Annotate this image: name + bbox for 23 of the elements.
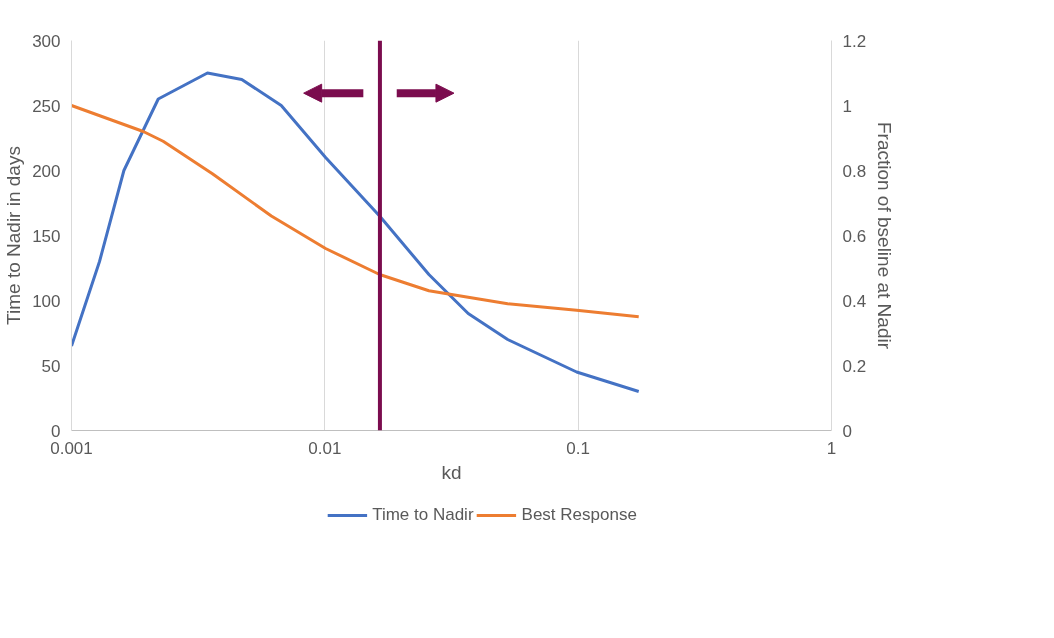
x-tick-label: 0.001 (50, 438, 93, 458)
y-tick-label: 250 (32, 96, 61, 116)
legend-label: Best Response (521, 505, 637, 525)
x-tick-label: 0.1 (566, 438, 590, 458)
y2-tick-label: 1.2 (842, 31, 867, 51)
y2-tick-label: 0.8 (842, 161, 867, 181)
y2-tick-label: 1 (842, 96, 852, 116)
y2-tick-label: 0 (842, 421, 852, 441)
x-tick-label: 1 (826, 438, 837, 458)
y2-tick-label: 0.4 (842, 291, 867, 311)
y-tick-label: 0 (51, 421, 61, 441)
y-tick-label: 50 (41, 356, 61, 376)
y-axis-title: Time to Nadir in days (3, 146, 25, 325)
y-tick-label: 200 (32, 161, 61, 181)
legend-label: Time to Nadir (372, 505, 474, 525)
y-tick-label: 100 (32, 291, 61, 311)
y2-axis-title: Fraction of bseline at Nadir (874, 121, 896, 350)
x-axis-title: kd (441, 461, 462, 483)
x-tick-label: 0.01 (308, 438, 342, 458)
y2-tick-label: 0.6 (842, 226, 867, 246)
y-tick-label: 150 (32, 226, 61, 246)
y-tick-label: 300 (32, 31, 61, 51)
y2-tick-label: 0.2 (842, 356, 867, 376)
